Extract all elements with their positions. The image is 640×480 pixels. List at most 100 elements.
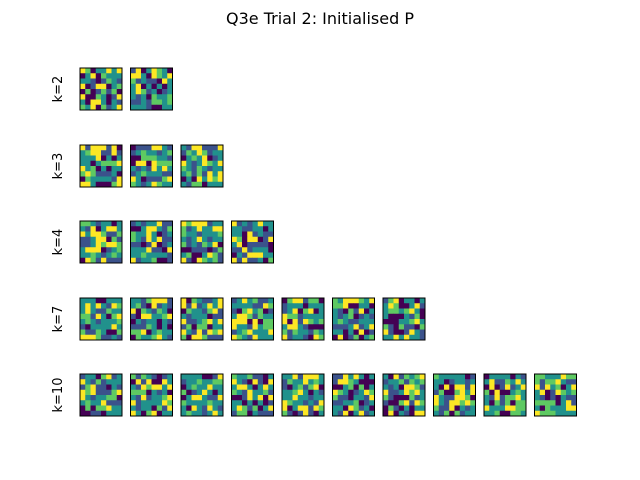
heatmap-cell	[566, 395, 572, 401]
panel-frame	[130, 373, 173, 417]
heatmap-panel	[231, 220, 274, 264]
heatmap-cell	[252, 236, 259, 243]
panel-frame	[382, 297, 426, 341]
heatmap-cell	[111, 166, 118, 172]
heatmap-cell	[318, 334, 325, 341]
heatmap-cell	[520, 405, 527, 412]
heatmap-cell	[130, 374, 137, 380]
heatmap-cell	[414, 334, 421, 341]
heatmap-cell	[106, 171, 112, 177]
heatmap-cell	[520, 400, 527, 406]
heatmap-cell	[409, 389, 415, 396]
heatmap-cell	[217, 308, 224, 315]
heatmap-cell	[297, 298, 304, 304]
heatmap-cell	[90, 99, 97, 106]
heatmap-cell	[111, 257, 118, 264]
heatmap-cell	[181, 155, 187, 162]
heatmap-cell	[337, 379, 344, 385]
heatmap-cell	[191, 166, 198, 172]
heatmap-cell	[303, 303, 309, 309]
heatmap-cell	[247, 329, 253, 336]
heatmap-cell	[162, 410, 168, 417]
heatmap-cell	[130, 221, 137, 227]
panel-frame	[281, 297, 325, 341]
heatmap-cell	[268, 247, 274, 253]
heatmap-cell	[146, 89, 152, 95]
heatmap-cell	[162, 94, 168, 100]
heatmap-cell	[398, 410, 405, 417]
heatmap-cell	[146, 384, 152, 391]
heatmap-cell	[332, 384, 339, 391]
heatmap-cell	[292, 308, 299, 315]
heatmap-cell	[231, 400, 238, 406]
heatmap-cell	[146, 99, 152, 106]
heatmap-cell	[207, 236, 213, 243]
heatmap-cell	[212, 221, 219, 227]
heatmap-cell	[106, 374, 112, 380]
heatmap-cell	[95, 68, 102, 74]
heatmap-cell	[560, 405, 567, 412]
heatmap-cell	[489, 389, 495, 396]
heatmap-cell	[146, 181, 152, 188]
heatmap-cell	[106, 99, 112, 106]
heatmap-cell	[130, 73, 137, 79]
heatmap-cell	[459, 389, 466, 396]
heatmap-cell	[348, 334, 354, 341]
heatmap-cell	[196, 171, 203, 177]
heatmap-cell	[167, 379, 173, 385]
heatmap-cell	[111, 384, 118, 391]
heatmap-cell	[520, 379, 527, 385]
heatmap-cell	[297, 324, 304, 330]
panel-frame	[180, 144, 224, 188]
heatmap-panel	[130, 67, 173, 111]
heatmap-panel	[180, 144, 224, 188]
heatmap-cell	[167, 155, 173, 162]
heatmap-cell	[111, 247, 118, 253]
heatmap-cell	[141, 150, 147, 156]
heatmap-cell	[398, 298, 405, 304]
heatmap-cell	[268, 410, 274, 417]
heatmap-cell	[130, 247, 137, 253]
heatmap-cell	[217, 400, 224, 406]
heatmap-cell	[202, 374, 208, 380]
heatmap-cell	[151, 181, 158, 188]
heatmap-cell	[404, 298, 410, 304]
heatmap-cell	[196, 150, 203, 156]
heatmap-cell	[369, 334, 375, 341]
heatmap-cell	[520, 410, 527, 417]
heatmap-cell	[297, 384, 304, 391]
heatmap-cell	[515, 400, 522, 406]
heatmap-cell	[414, 405, 421, 412]
heatmap-cell	[263, 236, 269, 243]
heatmap-panel	[130, 373, 173, 417]
heatmap-cell	[409, 334, 415, 341]
heatmap-cell	[505, 379, 511, 385]
heatmap-cell	[135, 389, 142, 396]
heatmap-cell	[151, 176, 158, 183]
heatmap-cell	[181, 252, 187, 259]
heatmap-cell	[116, 73, 123, 79]
heatmap-cell	[404, 303, 410, 309]
heatmap-cell	[252, 221, 259, 227]
heatmap-cell	[186, 150, 192, 156]
heatmap-cell	[242, 410, 248, 417]
heatmap-cell	[292, 405, 299, 412]
heatmap-cell	[257, 389, 264, 396]
heatmap-cell	[135, 94, 142, 100]
heatmap-cell	[505, 405, 511, 412]
heatmap-cell	[101, 334, 107, 341]
heatmap-cell	[111, 221, 118, 227]
heatmap-cell	[181, 181, 187, 188]
heatmap-cell	[242, 313, 248, 320]
heatmap-cell	[85, 83, 91, 90]
heatmap-cell	[263, 319, 269, 325]
heatmap-cell	[156, 221, 163, 227]
heatmap-cell	[252, 252, 259, 259]
heatmap-cell	[130, 160, 137, 167]
heatmap-cell	[242, 329, 248, 336]
heatmap-cell	[146, 104, 152, 111]
heatmap-cell	[539, 389, 546, 396]
heatmap-cell	[207, 303, 213, 309]
heatmap-cell	[337, 384, 344, 391]
heatmap-cell	[263, 303, 269, 309]
